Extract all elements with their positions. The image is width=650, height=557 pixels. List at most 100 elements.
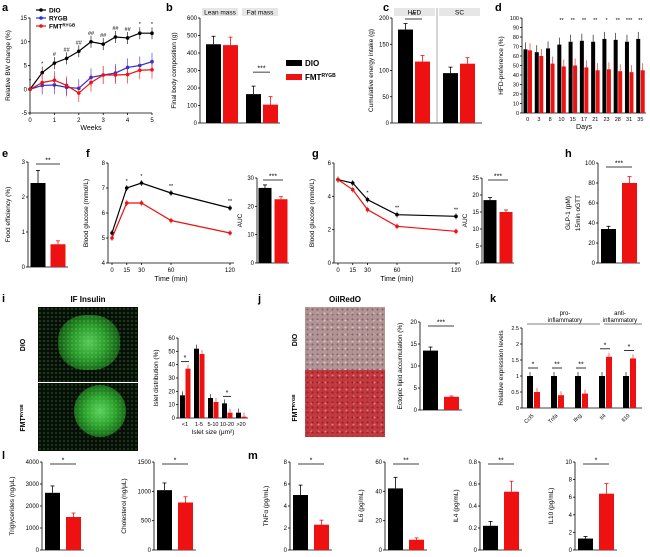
d-bar-DIO <box>557 44 562 113</box>
d-ytick-label: 0 <box>516 111 519 117</box>
a-xtick-label: 0 <box>28 118 32 124</box>
f-ytick-label: 8 <box>102 161 106 167</box>
i-sig-label: * <box>184 355 187 362</box>
c-bar-FMT <box>415 61 430 123</box>
d-bar-DIO <box>624 41 629 113</box>
a-point-FMT <box>150 67 154 72</box>
d-annotation: ** <box>593 18 598 24</box>
a-legend-marker <box>39 8 43 12</box>
e-ytick-label: 3 <box>22 160 26 166</box>
f-auc-ytick-label: 0 <box>251 261 255 267</box>
i-bar-FMT <box>241 416 247 418</box>
a-point-DIO <box>40 70 44 75</box>
a-xtick-label: 1 <box>53 118 57 124</box>
d-annotation: * <box>605 18 608 24</box>
c-bar-FMT <box>460 63 475 123</box>
l1-y-axis-label: Cholesterol (ng/μL) <box>121 478 128 533</box>
d-ytick-label: 70 <box>513 45 519 51</box>
panel-letter-j: j <box>258 293 262 305</box>
d-y-axis-label: HFD-preference (%) <box>498 36 505 95</box>
g-point-FMT <box>336 177 340 182</box>
a-point-FMT <box>138 68 142 73</box>
b-ytick-label: 0 <box>194 121 198 127</box>
g-point-DIO <box>454 214 458 219</box>
d-xtick-label: 3 <box>537 117 540 123</box>
b-bar-FMT <box>223 45 238 123</box>
h-ytick-label: 40 <box>588 221 595 227</box>
g-auc-ytick-label: 25 <box>472 176 479 182</box>
j-ytick-label: 15 <box>410 342 417 348</box>
d-annotation: ** <box>616 18 621 24</box>
g-point-FMT <box>454 229 458 234</box>
k-ytick-label: 0.5 <box>511 390 519 396</box>
a-annotation: ## <box>64 47 71 53</box>
c-group-header: SC <box>455 10 464 17</box>
b-bar-FMT <box>263 104 278 123</box>
k-xtick-label: Ccl5 <box>523 413 535 425</box>
a-annotation: ## <box>112 26 119 32</box>
i-label-fmt: FMTRYGB <box>19 404 28 432</box>
a-point-DIO <box>138 31 142 35</box>
k-xtick-label: Tnfa <box>547 413 560 426</box>
i-xtick-label: 5-10 <box>207 422 218 428</box>
d-bar-DIO <box>568 41 573 113</box>
b-legend-swatch-dio <box>286 60 302 66</box>
l0-ytick-label: 2000 <box>26 504 40 510</box>
d-bar-FMT <box>595 70 600 113</box>
g-annotation: * <box>366 191 369 197</box>
g-ytick-label: 6 <box>328 161 332 167</box>
e-bar <box>50 244 66 267</box>
m3-bar <box>578 538 593 550</box>
l1-sig-label: * <box>174 458 177 465</box>
c-group-header: HFD <box>408 10 422 17</box>
e-sig-label: ** <box>45 158 51 165</box>
j-ytick-label: 20 <box>410 320 417 326</box>
d-annotation: ** <box>582 18 587 24</box>
panel-letter-c: c <box>383 2 390 14</box>
panel-letter-g: g <box>312 148 319 160</box>
d-bar-FMT <box>539 56 544 113</box>
a-point-FMT <box>77 91 81 95</box>
b-ytick-label: 500 <box>187 34 198 40</box>
b-ytick-label: 600 <box>187 16 198 22</box>
b-group-header-bg <box>242 8 278 16</box>
m1-ytick-label: 0 <box>379 548 383 554</box>
d-x-axis-label: Days <box>576 124 592 131</box>
b-group-header: Fat mass <box>247 10 274 17</box>
d-ytick-label: 30 <box>513 83 519 89</box>
l1-bar <box>178 502 193 550</box>
b-group-header: Lean mass <box>204 10 237 17</box>
f-annotation: ** <box>169 184 174 190</box>
m2-ytick-label: 0.2 <box>469 526 478 532</box>
g-auc-ytick-label: 20 <box>472 193 479 199</box>
k-bar-FMT <box>582 393 588 408</box>
b-legend-label-dio: DIO <box>305 59 319 68</box>
a-annotation: * <box>41 62 44 68</box>
i-xtick-label: 10-20 <box>220 422 234 428</box>
oilredo-fmt-image <box>305 370 385 437</box>
d-bar-DIO <box>523 49 528 113</box>
l0-y-axis-label: Triglycerides (ng/μL) <box>9 476 16 535</box>
b-bar-DIO <box>206 44 221 123</box>
d-xtick-label: 17 <box>581 117 587 123</box>
panel-letter-l: l <box>2 450 6 462</box>
m0-ytick-label: 8 <box>284 460 288 466</box>
k-sig-label: ** <box>554 362 560 369</box>
a-legend-marker <box>39 16 43 20</box>
f-auc-ytick-label: 10 <box>247 233 254 239</box>
i-bar-FMT <box>213 402 219 418</box>
b-group-header-bg <box>202 8 238 16</box>
e-y-axis-label: Food efficiency (%) <box>5 187 12 243</box>
j-bar <box>444 396 459 410</box>
g-auc-sig-label: *** <box>494 174 502 181</box>
d-xtick-label: 8 <box>549 117 552 123</box>
a-point-DIO <box>125 36 130 40</box>
g-auc-bar <box>483 200 497 263</box>
e-ytick-label: 2 <box>22 195 26 201</box>
i-xtick-label: 1-5 <box>195 422 203 428</box>
k-xtick-label: Il4 <box>599 413 607 421</box>
b-ytick-label: 300 <box>187 69 198 75</box>
k-bar-FMT <box>558 395 564 408</box>
k-group2-label-b: inflammatory <box>603 318 637 324</box>
